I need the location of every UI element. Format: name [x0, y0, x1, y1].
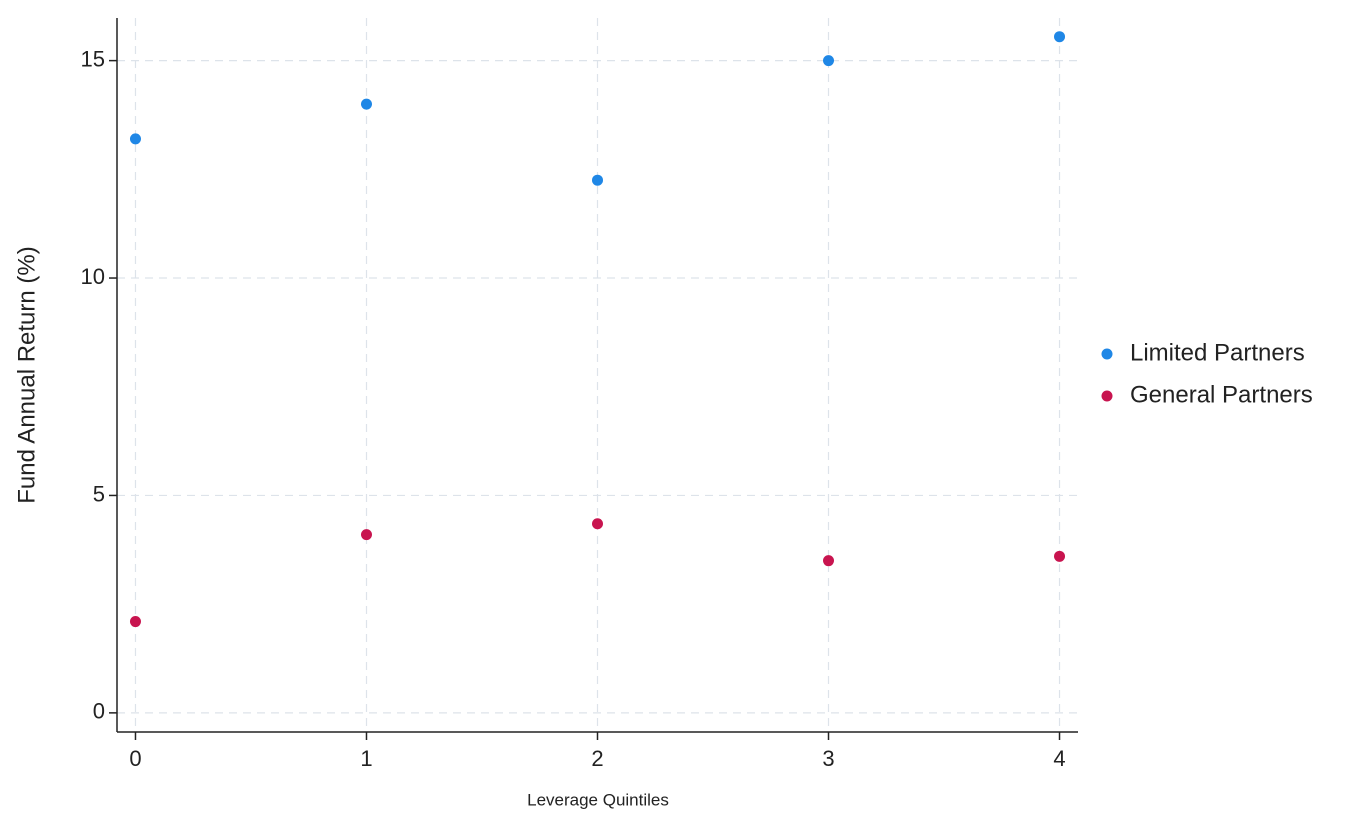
y-tick-label: 10: [81, 264, 105, 289]
x-tick-label: 2: [591, 746, 603, 771]
point: [823, 55, 835, 67]
point: [823, 555, 835, 567]
y-tick-label: 0: [93, 699, 105, 724]
x-tick-label: 0: [129, 746, 141, 771]
legend-marker: [1101, 348, 1113, 360]
point: [592, 174, 603, 186]
y-tick-label: 5: [93, 481, 105, 506]
point: [1054, 31, 1066, 43]
x-tick-label: 4: [1053, 746, 1065, 771]
point: [360, 529, 372, 541]
y-tick-label: 15: [81, 46, 105, 71]
point: [129, 616, 141, 628]
x-tick-label: 1: [360, 746, 372, 771]
y-axis-title: Fund Annual Return (%): [13, 246, 40, 503]
legend-label: General Partners: [1130, 381, 1313, 408]
x-tick-label: 3: [822, 746, 834, 771]
x-axis-title: Leverage Quintiles: [527, 790, 669, 809]
point: [1054, 550, 1066, 562]
point: [129, 133, 141, 145]
legend-marker: [1101, 390, 1113, 402]
point: [592, 518, 603, 530]
legend-label: Limited Partners: [1130, 339, 1305, 366]
point: [360, 98, 372, 110]
